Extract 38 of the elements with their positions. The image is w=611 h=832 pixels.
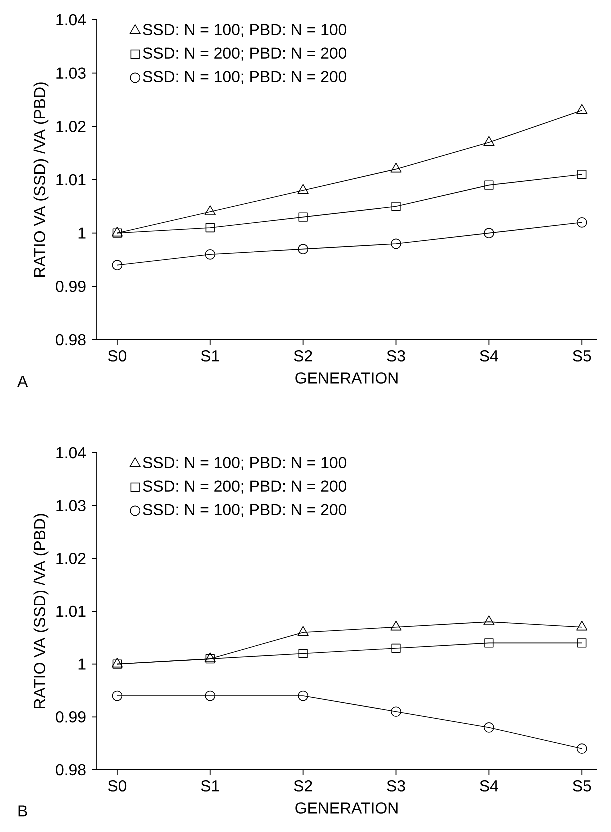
x-tick-label: S2 — [294, 780, 312, 792]
x-tick-label: S1 — [201, 350, 220, 362]
y-tick-label: 1.01 — [56, 174, 86, 186]
y-tick-label: 1.02 — [56, 553, 86, 564]
y-tick-label: 1 — [78, 658, 86, 670]
x-tick-label: S0 — [108, 350, 127, 362]
x-tick-label: S0 — [108, 780, 127, 792]
y-tick-label: 0.98 — [56, 334, 86, 346]
text: B — [18, 806, 28, 817]
y-tick-label: 1.03 — [56, 500, 86, 512]
legend-label: SSD: N = 100; PBD: N = 200 — [143, 504, 347, 518]
legend-label: SSD: N = 200; PBD: N = 200 — [143, 48, 347, 61]
text: A — [18, 376, 28, 388]
y-tick-label: 1 — [78, 228, 86, 239]
y-axis-title: RATIO VA (SSD) /VA (PBD) — [34, 82, 49, 277]
x-tick-label: S4 — [480, 780, 498, 792]
y-tick-label: 0.99 — [56, 712, 86, 723]
x-tick-label: S4 — [480, 350, 498, 362]
x-tick-label: S5 — [573, 780, 592, 792]
y-tick-label: 1.04 — [56, 14, 86, 26]
y-tick-label: 0.98 — [56, 764, 86, 776]
legend-label: SSD: N = 100; PBD: N = 100 — [143, 24, 347, 38]
x-tick-label: S5 — [573, 350, 592, 362]
x-axis-title: GENERATION — [296, 372, 398, 384]
x-tick-label: S3 — [387, 350, 406, 362]
x-axis-title: GENERATION — [296, 802, 398, 814]
x-tick-label: S2 — [294, 350, 312, 362]
x-tick-label: S3 — [387, 780, 406, 792]
y-tick-label: 1.03 — [56, 68, 86, 79]
y-tick-label: 0.99 — [56, 281, 86, 292]
legend-label: SSD: N = 100; PBD: N = 100 — [143, 457, 347, 470]
y-tick-label: 1.02 — [56, 121, 86, 132]
y-tick-label: 1.04 — [56, 447, 86, 459]
legend-label: SSD: N = 100; PBD: N = 200 — [143, 71, 347, 84]
y-tick-label: 1.01 — [56, 606, 86, 618]
legend-label: SSD: N = 200; PBD: N = 200 — [143, 480, 347, 494]
y-axis-title: RATIO VA (SSD) /VA (PBD) — [34, 514, 49, 708]
x-tick-label: S1 — [201, 780, 220, 792]
